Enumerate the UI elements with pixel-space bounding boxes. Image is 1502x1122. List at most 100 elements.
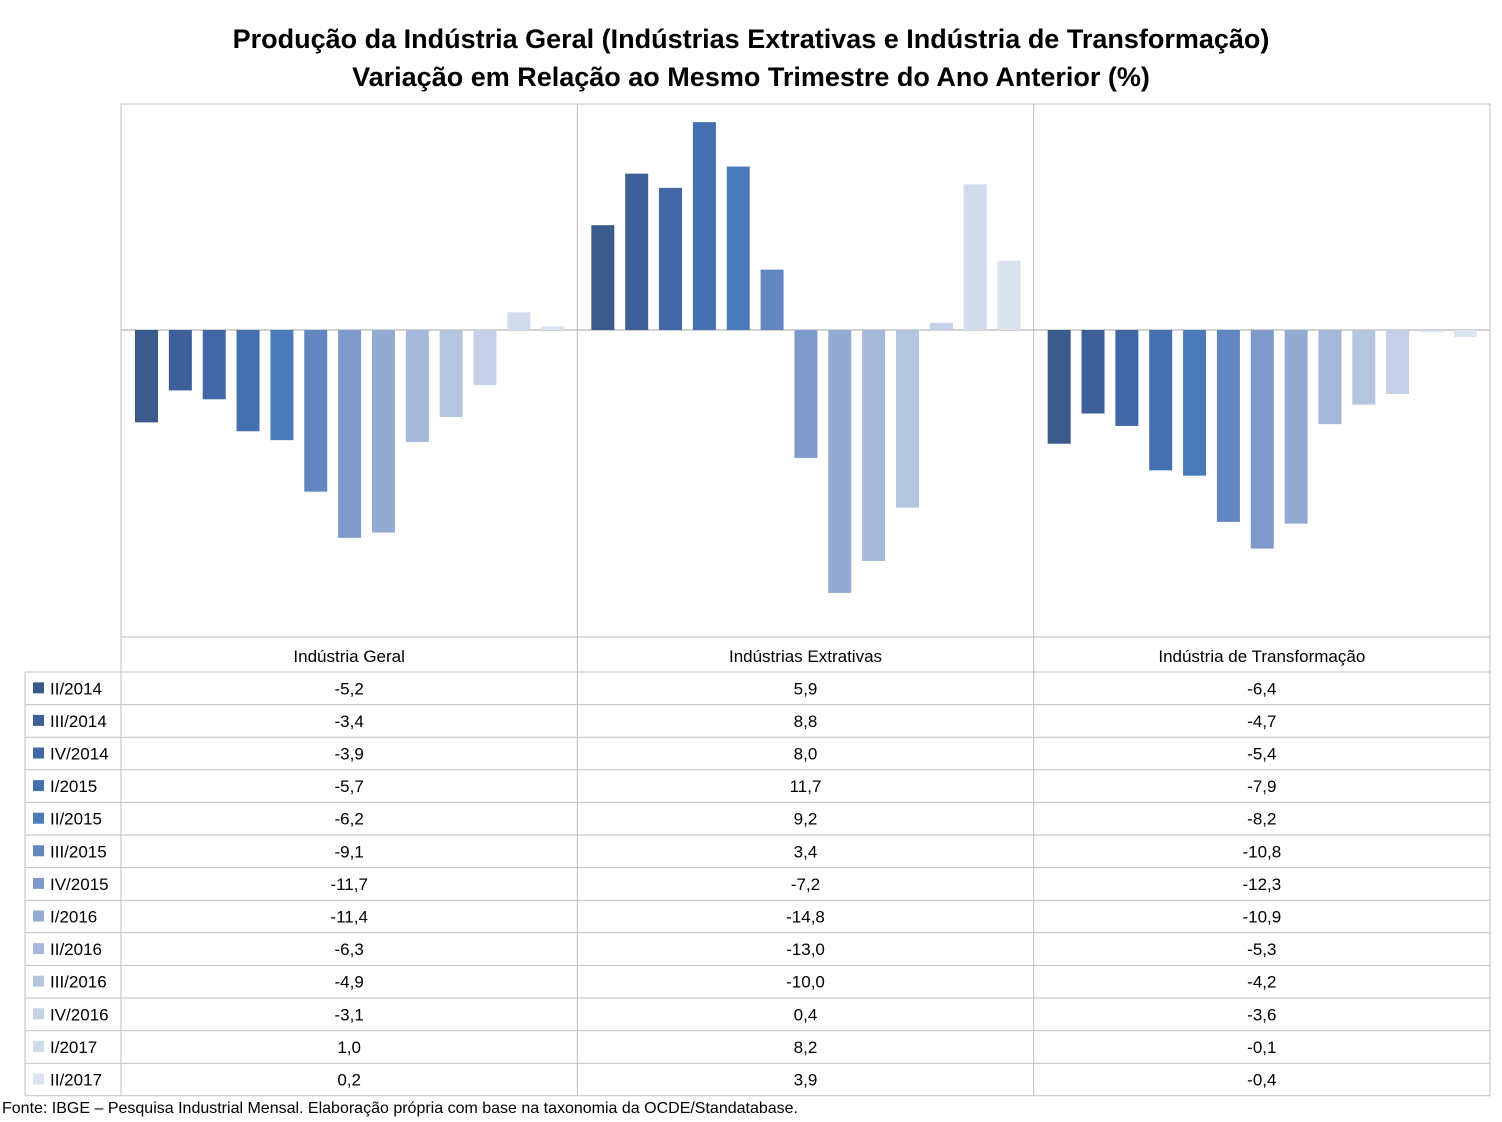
bar: [1216, 330, 1240, 522]
series-label: IV/2014: [50, 745, 109, 764]
source-note: Fonte: IBGE – Pesquisa Industrial Mensal…: [2, 1100, 798, 1117]
bar: [304, 330, 328, 492]
data-label: -4,9: [335, 973, 364, 992]
data-label: -9,1: [335, 842, 364, 861]
bar: [507, 312, 531, 330]
data-label: 8,0: [794, 745, 818, 764]
bar: [794, 330, 818, 458]
bar: [997, 260, 1021, 330]
data-label: -13,0: [786, 940, 825, 959]
data-label: 1,0: [337, 1038, 361, 1057]
bar: [168, 330, 192, 391]
bar: [1318, 330, 1342, 425]
bar: [1047, 330, 1071, 444]
data-label: -5,3: [1247, 940, 1276, 959]
bar: [1453, 330, 1477, 338]
data-label: -8,2: [1247, 810, 1276, 829]
bar: [895, 330, 919, 508]
bar: [1115, 330, 1139, 426]
series-label: II/2016: [50, 940, 102, 959]
bar: [371, 330, 395, 533]
legend-swatch: [33, 877, 44, 889]
data-label: -6,3: [335, 940, 364, 959]
data-label: -6,4: [1247, 679, 1276, 698]
chart-title: Produção da Indústria Geral (Indústrias …: [232, 24, 1270, 54]
legend-swatch: [33, 747, 44, 759]
bar: [862, 330, 886, 561]
bar: [135, 330, 158, 423]
series-label: II/2015: [50, 810, 102, 829]
series-label: I/2015: [50, 777, 97, 796]
bar: [963, 184, 987, 330]
bar: [270, 330, 294, 441]
data-label: 5,9: [794, 679, 818, 698]
bar: [760, 269, 784, 330]
legend-swatch: [33, 1073, 44, 1085]
bar: [1420, 330, 1444, 332]
chart-subtitle: Variação em Relação ao Mesmo Trimestre d…: [352, 62, 1150, 92]
bar: [1352, 330, 1376, 405]
series-label: III/2016: [50, 973, 107, 992]
bar: [1183, 330, 1207, 476]
data-label: -5,4: [1247, 745, 1276, 764]
bar: [625, 173, 649, 330]
series-label: I/2017: [50, 1038, 97, 1057]
bar: [1149, 330, 1173, 471]
bar: [1386, 330, 1410, 394]
series-label: II/2014: [50, 679, 102, 698]
data-label: -5,7: [335, 777, 364, 796]
data-label: -3,6: [1247, 1005, 1276, 1024]
data-label: -4,2: [1247, 973, 1276, 992]
series-label: III/2014: [50, 712, 107, 731]
legend-swatch: [33, 812, 44, 824]
bar: [828, 330, 852, 593]
bar: [473, 330, 497, 386]
data-label: 8,2: [794, 1038, 818, 1057]
data-label: -7,2: [791, 875, 820, 894]
data-label: -3,9: [335, 745, 364, 764]
category-label: Indústrias Extrativas: [729, 647, 882, 666]
legend-swatch: [33, 1040, 44, 1052]
data-label: -3,4: [335, 712, 364, 731]
category-label: Indústria de Transformação: [1158, 647, 1365, 666]
data-label: -11,4: [330, 908, 368, 927]
bar: [659, 187, 683, 330]
data-label: -3,1: [335, 1005, 364, 1024]
bar: [405, 330, 429, 442]
series-label: IV/2015: [50, 875, 109, 894]
bar: [541, 326, 565, 330]
series-label: IV/2016: [50, 1005, 109, 1024]
data-label: 8,8: [794, 712, 818, 731]
data-label: 0,4: [794, 1005, 818, 1024]
data-label: 11,7: [790, 777, 822, 796]
data-label: 3,4: [794, 842, 818, 861]
bar: [591, 225, 615, 330]
data-label: 9,2: [794, 810, 818, 829]
data-label: -6,2: [335, 810, 364, 829]
legend-swatch: [33, 682, 44, 694]
data-label: -10,9: [1242, 908, 1281, 927]
legend-swatch: [33, 910, 44, 922]
data-label: -0,4: [1247, 1071, 1276, 1090]
category-label: Indústria Geral: [293, 647, 405, 666]
data-label: -14,8: [786, 908, 825, 927]
bar: [929, 322, 953, 330]
data-label: 3,9: [794, 1071, 818, 1090]
bar: [1250, 330, 1274, 549]
legend-swatch: [33, 943, 44, 955]
data-label: -10,8: [1242, 842, 1281, 861]
data-label: -5,2: [335, 679, 364, 698]
bar: [236, 330, 260, 432]
series-label: II/2017: [50, 1071, 102, 1090]
data-label: -11,7: [330, 875, 368, 894]
legend-swatch: [33, 845, 44, 857]
bar: [692, 122, 716, 330]
data-label: 0,2: [337, 1071, 361, 1090]
bar: [202, 330, 226, 400]
legend-swatch: [33, 714, 44, 726]
bar: [1284, 330, 1308, 524]
bar: [439, 330, 463, 418]
data-label: -10,0: [786, 973, 825, 992]
data-label: -7,9: [1247, 777, 1276, 796]
